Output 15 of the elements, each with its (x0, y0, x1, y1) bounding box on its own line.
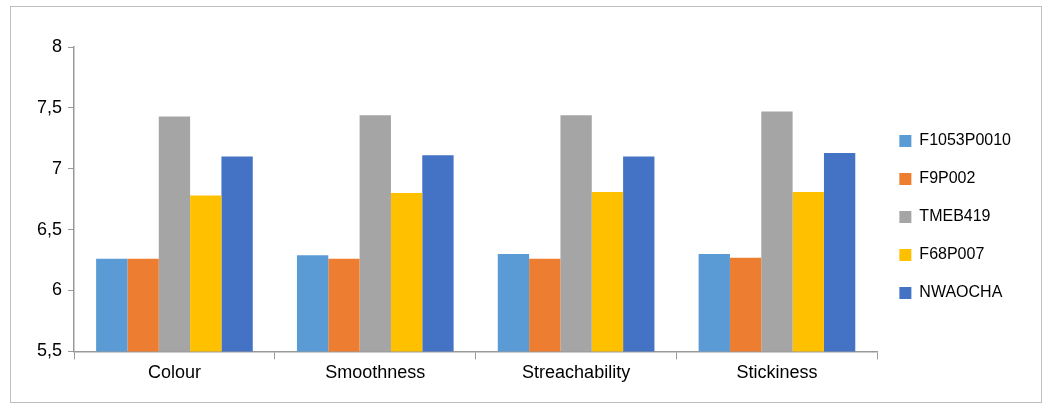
y-tick-label: 7 (52, 157, 63, 178)
y-tick-label: 5,5 (36, 340, 63, 361)
y-tick-label: 7,5 (36, 96, 63, 117)
y-tick-label: 6 (52, 279, 63, 300)
y-tick-label: 6,5 (36, 218, 63, 239)
legend-label: F68P007 (919, 245, 985, 263)
legend-label: NWAOCHA (919, 283, 1003, 301)
x-tick-label: Stickiness (736, 362, 818, 383)
x-tick-label: Smoothness (325, 362, 426, 383)
y-tick-label: 8 (52, 35, 63, 56)
x-tick-label: Streachability (522, 362, 631, 383)
x-tick-label: Colour (147, 362, 201, 383)
legend-label: F1053P0010 (919, 131, 1012, 149)
legend-label: F9P002 (919, 169, 976, 187)
legend-label: TMEB419 (919, 207, 991, 225)
